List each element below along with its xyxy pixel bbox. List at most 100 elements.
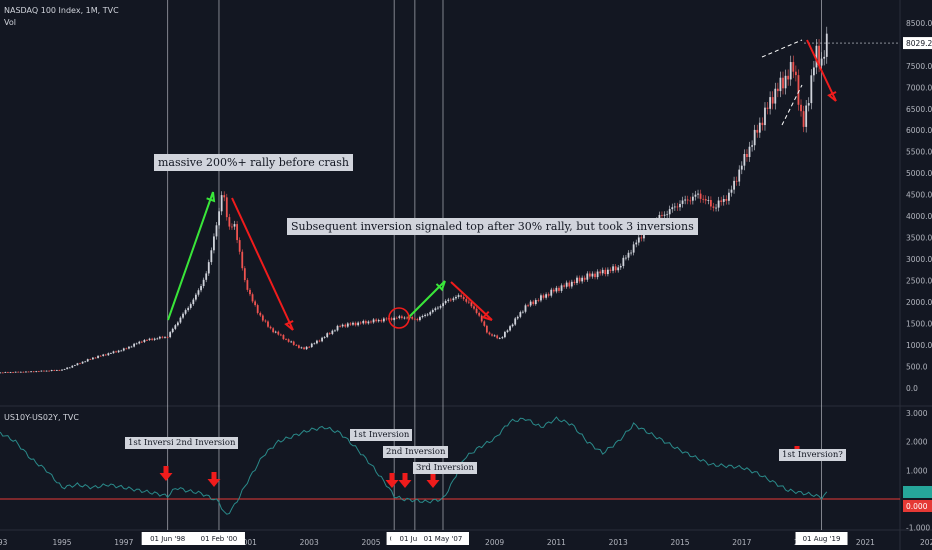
candle-body xyxy=(485,325,488,333)
candle-body xyxy=(697,193,699,195)
candle-body xyxy=(225,197,228,218)
candle-body xyxy=(663,214,666,216)
candle-body xyxy=(488,332,491,335)
price-tick-label: 0.0 xyxy=(906,384,918,393)
price-tick-label: 5000.0 xyxy=(906,169,932,178)
date-marker-tag xyxy=(416,532,469,545)
candle-body xyxy=(63,369,66,370)
price-tick-label: 4000.0 xyxy=(906,212,932,221)
candle-body xyxy=(622,257,625,267)
candle-body xyxy=(509,326,511,331)
candle-body xyxy=(334,330,336,332)
candle-body xyxy=(668,209,671,215)
candle-body xyxy=(547,294,550,296)
candle-body xyxy=(339,325,341,327)
candle-body xyxy=(298,345,300,348)
price-tick-label: 8500.0 xyxy=(906,19,932,28)
candle-body xyxy=(259,312,262,316)
time-axis-label: 202 xyxy=(920,538,932,547)
candle-body xyxy=(498,338,501,339)
candle-body xyxy=(625,257,627,259)
candle-body xyxy=(478,312,481,316)
candle-body xyxy=(447,299,450,301)
candle-body xyxy=(421,315,424,318)
candle-body xyxy=(563,285,566,287)
candle-body xyxy=(310,343,313,348)
candle-body xyxy=(331,330,334,334)
decline-arrow-head xyxy=(827,91,837,102)
candle-body xyxy=(475,308,478,313)
candle-body xyxy=(552,289,555,292)
candle-body xyxy=(594,273,596,278)
candle-body xyxy=(102,354,105,356)
last-price-label: 8029.2 xyxy=(906,39,932,48)
candle-body xyxy=(514,318,517,325)
candle-body xyxy=(22,371,25,373)
candle-body xyxy=(231,226,233,228)
candle-body xyxy=(462,296,465,300)
candle-body xyxy=(746,153,748,158)
candle-body xyxy=(797,75,800,105)
candle-body xyxy=(733,180,735,190)
candle-body xyxy=(251,294,254,302)
candle-body xyxy=(442,303,444,307)
candle-body xyxy=(156,338,159,340)
candle-body xyxy=(215,225,218,237)
candle-body xyxy=(699,193,702,199)
candle-body xyxy=(792,62,795,72)
candle-body xyxy=(354,322,357,326)
time-axis-label: 2017 xyxy=(732,538,751,547)
candle-body xyxy=(601,269,604,274)
main-chart-title: NASDAQ 100 Index, 1M, TVC xyxy=(4,6,119,15)
candle-body xyxy=(661,214,663,216)
candle-body xyxy=(321,337,323,342)
candle-body xyxy=(382,318,385,322)
candle-body xyxy=(771,97,774,104)
candle-body xyxy=(769,97,772,109)
candle-body xyxy=(287,339,290,342)
candle-body xyxy=(565,282,568,287)
candle-body xyxy=(406,317,408,319)
candle-body xyxy=(756,129,759,133)
candle-body xyxy=(61,369,63,371)
candle-body xyxy=(303,347,305,350)
candle-body xyxy=(805,105,808,127)
price-tick-label: 3000.0 xyxy=(906,255,932,264)
candle-body xyxy=(241,251,244,269)
candle-body xyxy=(35,371,38,373)
candle-body xyxy=(151,338,154,340)
time-axis-label: 2011 xyxy=(547,538,566,547)
down-marker-icon xyxy=(159,466,173,481)
candle-body xyxy=(537,300,540,301)
candle-body xyxy=(689,200,692,202)
candle-body xyxy=(174,325,177,329)
candle-body xyxy=(704,199,707,201)
candle-body xyxy=(256,305,259,313)
candle-body xyxy=(751,145,753,147)
candle-body xyxy=(344,324,347,327)
price-tick-label: 7500.0 xyxy=(906,62,932,71)
candle-body xyxy=(246,280,249,290)
candle-body xyxy=(133,343,135,347)
candle-body xyxy=(153,338,156,340)
candle-body xyxy=(76,363,79,366)
price-tick-label: 4500.0 xyxy=(906,191,932,200)
candle-body xyxy=(581,277,584,282)
candle-body xyxy=(92,357,94,360)
date-marker-label: 01 May '07 xyxy=(424,535,463,543)
rally-arrow xyxy=(167,191,214,321)
candle-body xyxy=(308,346,311,348)
decline-arrow-head xyxy=(481,310,493,321)
candle-body xyxy=(542,295,545,298)
candle-body xyxy=(758,122,761,133)
candle-body xyxy=(473,306,475,309)
candle-body xyxy=(578,277,581,282)
candle-body xyxy=(529,301,532,306)
candle-body xyxy=(774,88,777,104)
inversion-label: 2nd Inversion xyxy=(383,446,449,458)
candle-body xyxy=(228,217,231,227)
down-marker-icon xyxy=(398,473,412,488)
candle-body xyxy=(753,129,756,146)
candle-body xyxy=(673,206,676,208)
